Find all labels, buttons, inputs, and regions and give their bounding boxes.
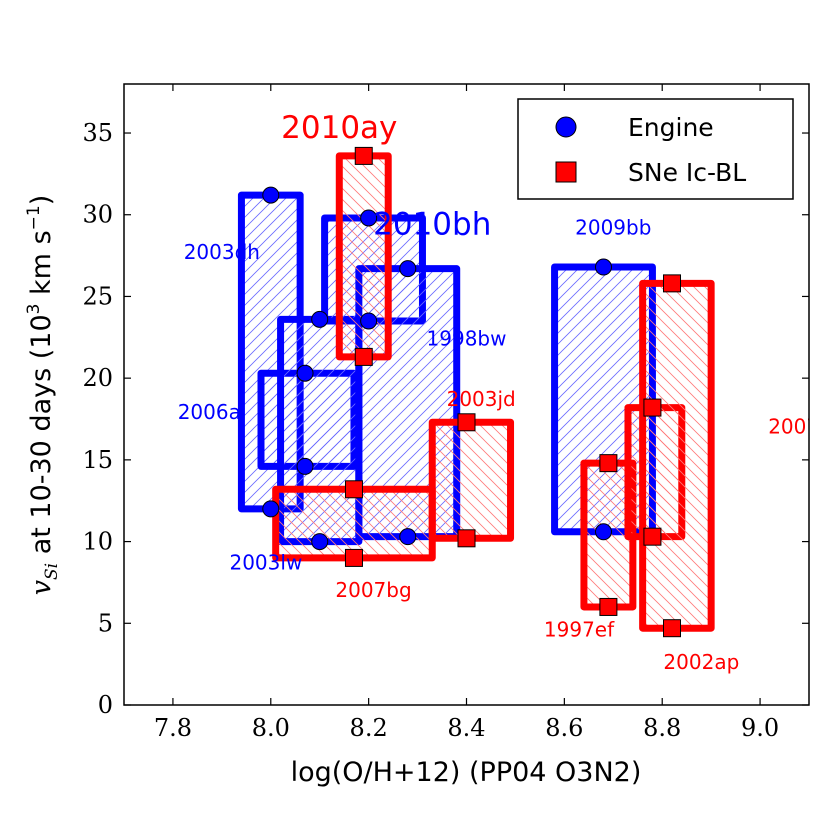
legend-label: SNe Ic-BL bbox=[628, 158, 746, 187]
data-point-2003jd-min bbox=[457, 529, 476, 548]
y-tick-label: 10 bbox=[82, 528, 113, 556]
data-point-2003jd-max bbox=[457, 413, 476, 432]
data-point-2003dh-min bbox=[262, 500, 280, 518]
y-axis-label-close: ) bbox=[26, 195, 57, 206]
x-tick-label: 8.0 bbox=[252, 714, 290, 742]
data-point-1997ef-max bbox=[599, 454, 618, 473]
data-point-2006aj-min bbox=[296, 457, 314, 475]
data-point-1997ef-min bbox=[599, 597, 618, 616]
x-tick-label: 8.8 bbox=[643, 714, 681, 742]
y-axis-label-symbol: v bbox=[26, 580, 57, 595]
y-tick-label: 0 bbox=[98, 691, 113, 719]
data-point-2010bh-min bbox=[360, 312, 378, 330]
data-point-2010bh-max bbox=[360, 209, 378, 227]
labels-layer: 2003dh 2006aj 2003lw 2010bh 1998bw 2009bb 2010… bbox=[178, 110, 830, 674]
range-box-2003jd bbox=[428, 418, 515, 542]
x-tick-label: 8.6 bbox=[545, 714, 583, 742]
range-box-2007bg bbox=[272, 485, 436, 562]
x-tick-label: 9.0 bbox=[741, 714, 779, 742]
label-2003dh: 2003dh bbox=[184, 240, 260, 264]
legend: Engine SNe Ic-BL bbox=[517, 98, 794, 200]
data-point-2007ru-max bbox=[643, 398, 662, 417]
label-2010bh: 2010bh bbox=[373, 206, 491, 242]
label-2006aj: 2006aj bbox=[178, 400, 247, 424]
x-tick-label: 8.4 bbox=[447, 714, 485, 742]
legend-marker-engine bbox=[555, 116, 577, 138]
legend-label: Engine bbox=[628, 113, 714, 142]
label-2003jd: 2003jd bbox=[447, 387, 516, 411]
y-tick-label: 5 bbox=[98, 609, 113, 637]
label-2009bb: 2009bb bbox=[575, 215, 651, 239]
y-axis-label-subscript: Si bbox=[42, 563, 62, 580]
y-tick-label: 30 bbox=[82, 201, 113, 229]
data-point-2003lw-max bbox=[311, 310, 329, 328]
data-point-2009bb-min bbox=[595, 523, 612, 541]
label-2007ru: 2007ru bbox=[768, 415, 830, 439]
data-point-2007bg-max bbox=[344, 480, 363, 499]
label-2010ay: 2010ay bbox=[281, 110, 397, 146]
label-1997ef: 1997ef bbox=[544, 617, 615, 641]
data-point-2009bb-max bbox=[595, 258, 612, 276]
data-point-2007bg-min bbox=[344, 548, 363, 567]
y-tick-label: 20 bbox=[82, 364, 113, 392]
plot-area: 2003dh 2006aj 2003lw 2010bh 1998bw 2009bb 2010… bbox=[178, 110, 830, 674]
legend-marker-icbl bbox=[555, 161, 577, 183]
data-point-2002ap-min bbox=[663, 619, 681, 638]
label-2007bg: 2007bg bbox=[335, 578, 411, 602]
data-point-2010ay-max bbox=[354, 146, 373, 165]
y-axis-label-superscript: 3 bbox=[24, 304, 44, 315]
y-tick-label: 15 bbox=[82, 446, 113, 474]
label-1998bw: 1998bw bbox=[427, 326, 507, 350]
x-axis-label: log(O/H+12) (PP04 O3N2) bbox=[291, 757, 642, 788]
data-point-2003dh-max bbox=[262, 186, 280, 204]
y-tick-label: 25 bbox=[82, 282, 113, 310]
x-tick-label: 7.8 bbox=[154, 714, 192, 742]
y-axis-label-units: km s bbox=[26, 230, 57, 303]
y-axis-label-text: at 10-30 days (10 bbox=[26, 314, 57, 563]
axis-ticks: 7.8 8.0 8.2 8.4 8.6 8.8 9.0 0 5 10 15 20 25 30 35 bbox=[82, 84, 809, 742]
y-axis-label: vSi at 10-30 days (103 km s−1) bbox=[24, 195, 62, 596]
markers-layer bbox=[262, 146, 681, 638]
data-point-2006aj-max bbox=[296, 364, 314, 382]
label-2003lw: 2003lw bbox=[229, 550, 302, 574]
data-point-2007ru-min bbox=[643, 527, 662, 546]
y-tick-label: 35 bbox=[82, 119, 113, 147]
data-point-2010ay-min bbox=[354, 347, 373, 366]
data-point-1998bw-min bbox=[399, 528, 417, 546]
label-2002ap: 2002ap bbox=[663, 650, 739, 674]
data-point-2003lw-min bbox=[311, 533, 329, 551]
data-point-1998bw-max bbox=[399, 260, 417, 278]
range-box-2002ap bbox=[639, 279, 715, 632]
x-tick-label: 8.2 bbox=[350, 714, 388, 742]
y-axis-label-exponent: −1 bbox=[24, 205, 44, 230]
data-point-2002ap-max bbox=[663, 274, 681, 293]
